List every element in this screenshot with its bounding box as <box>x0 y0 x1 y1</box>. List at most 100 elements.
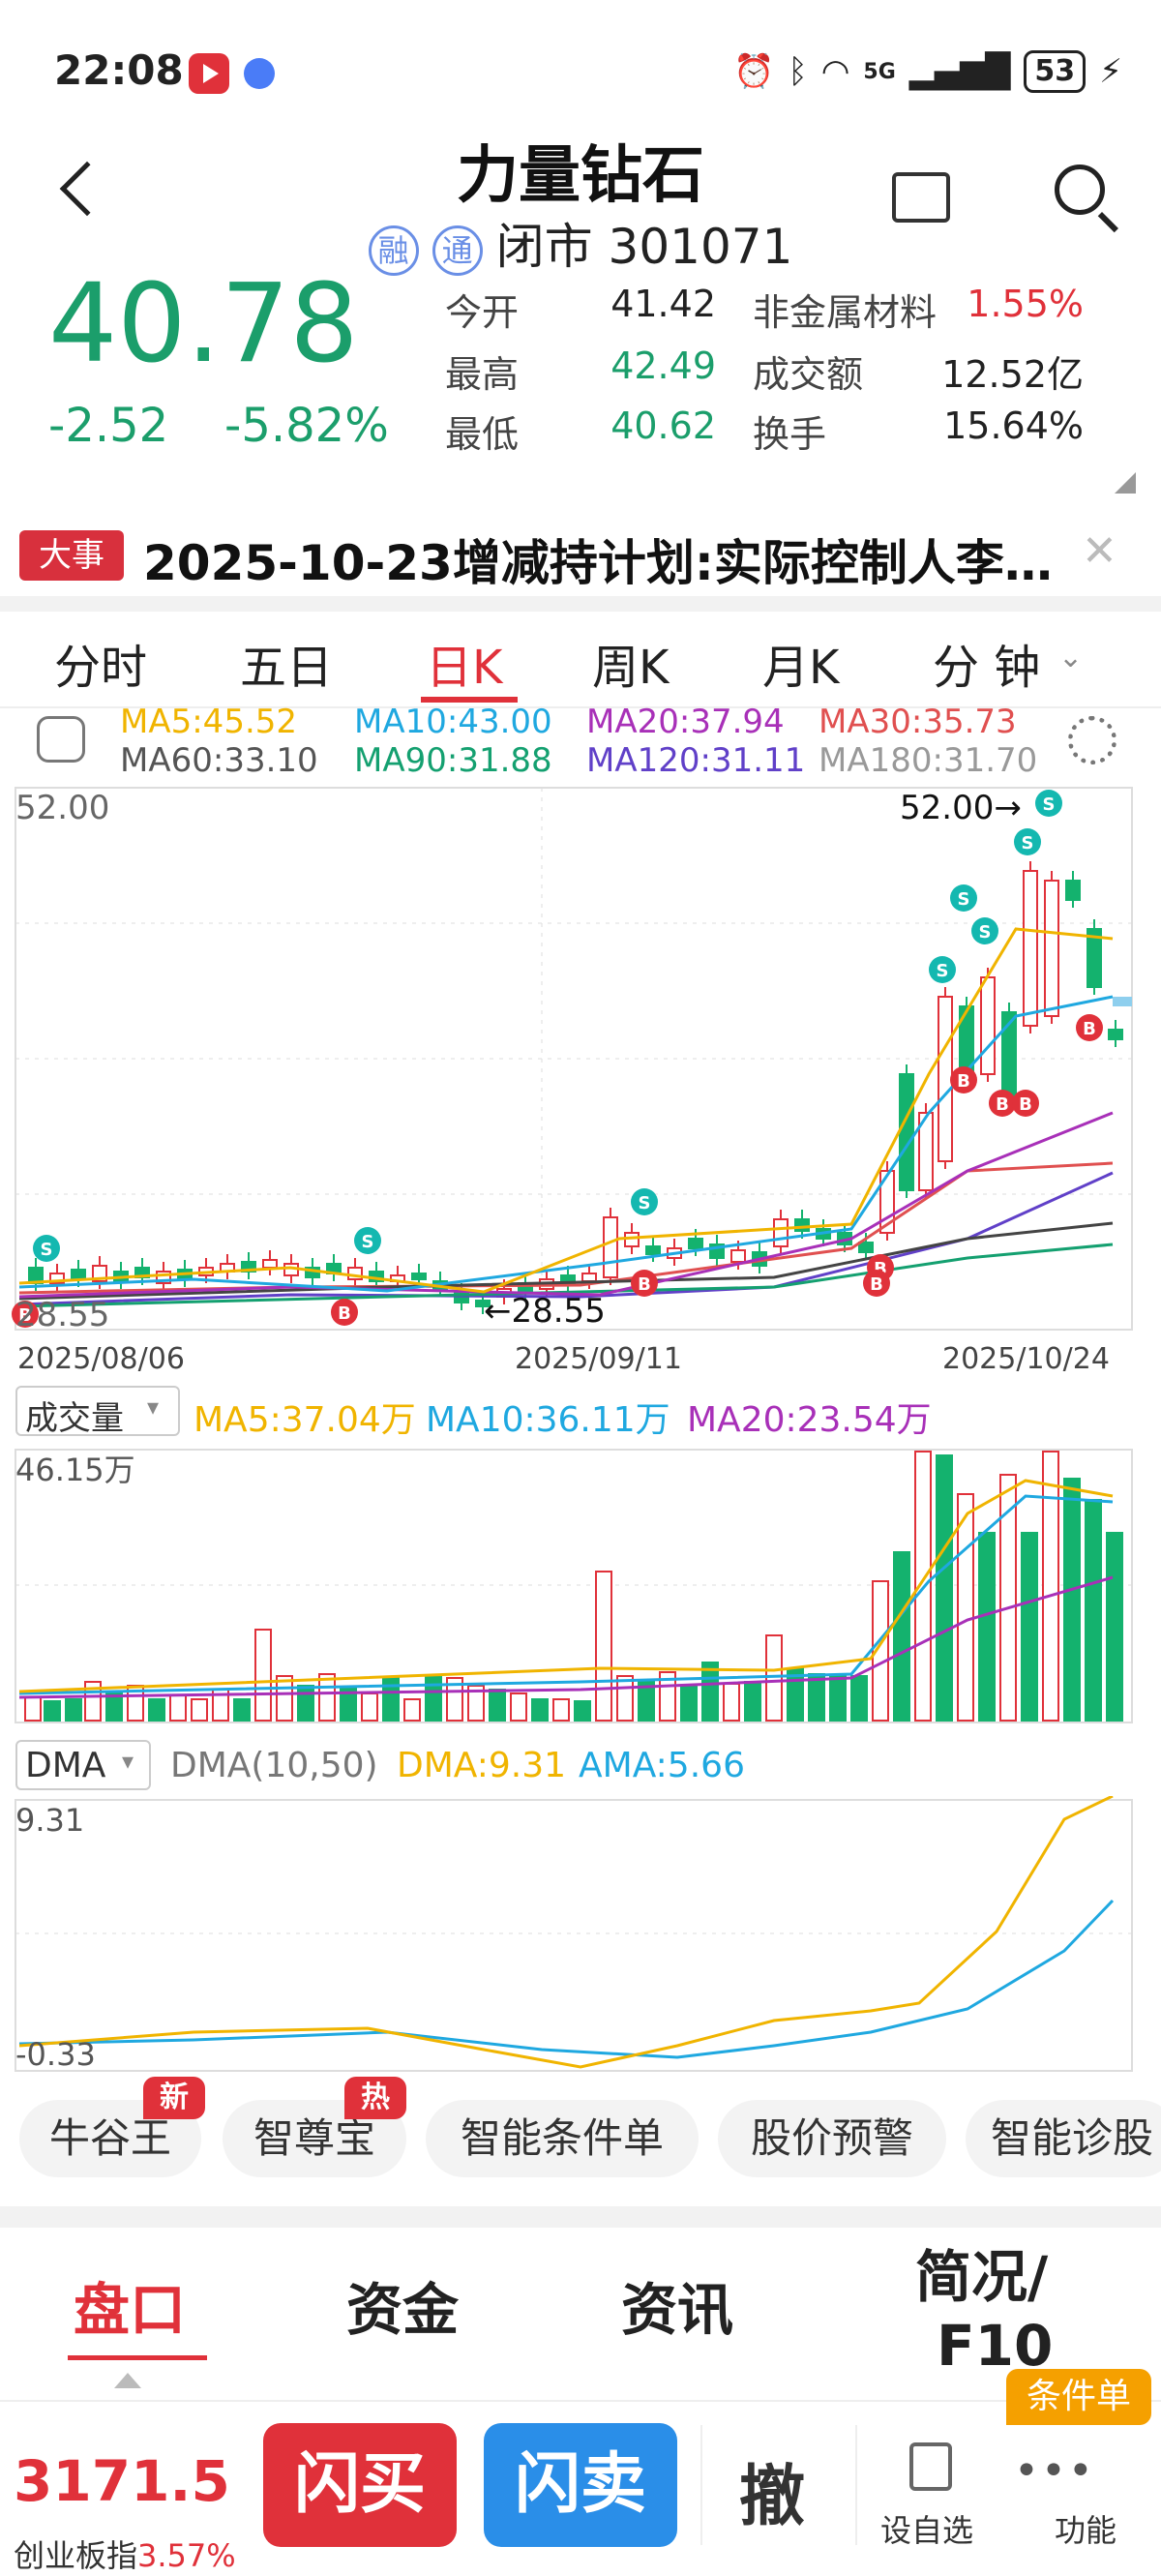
buy-signal-marker <box>331 1299 358 1326</box>
volume-bar <box>1021 1532 1038 1722</box>
candle-body <box>688 1238 703 1249</box>
database-icon[interactable] <box>37 716 85 763</box>
condition-order-badge[interactable]: 条件单 <box>1006 2369 1151 2425</box>
tab-order-book[interactable]: 盘口 <box>74 2277 187 2343</box>
more-label[interactable]: 功能 <box>1055 2512 1117 2549</box>
gear-icon[interactable] <box>1068 716 1116 764</box>
current-price-marker <box>1113 997 1132 1006</box>
connect-tag[interactable]: 通 <box>432 225 483 276</box>
volume-selector[interactable]: 成交量 ▾ <box>15 1386 180 1438</box>
volume-bar <box>44 1700 61 1722</box>
tab-intraday[interactable]: 分时 <box>54 641 148 695</box>
chevron-down-icon: ▾ <box>147 1393 160 1421</box>
volume-bar <box>829 1675 847 1722</box>
index-value[interactable]: 3171.5 <box>14 2448 230 2514</box>
signal-marker-letter: S <box>1022 833 1034 854</box>
candle-body <box>899 1073 914 1191</box>
flash-sell-button[interactable]: 闪卖 <box>484 2423 677 2547</box>
stock-code: 301071 <box>608 219 793 275</box>
volume-bar <box>893 1551 910 1722</box>
tab-profile[interactable]: 简况/ <box>915 2244 1049 2310</box>
share-icon[interactable] <box>892 172 950 223</box>
news-banner[interactable]: 大事 2025-10-23增减持计划:实际控制人李… ✕ <box>0 513 1161 594</box>
stock-subtitle: 融通闭市 301071 <box>0 208 1161 278</box>
volume-bar <box>446 1677 463 1722</box>
candle-body <box>918 1112 934 1191</box>
volume-bar <box>936 1454 953 1722</box>
add-watchlist-icon[interactable] <box>909 2442 952 2491</box>
tab-five-day[interactable]: 五日 <box>240 641 334 695</box>
indicator-selector[interactable]: DMA ▾ <box>15 1740 151 1790</box>
ma120-label: MA120:31.11 <box>586 741 806 780</box>
video-app-icon <box>189 53 229 94</box>
volume-bar <box>233 1698 251 1722</box>
tab-monthly-k[interactable]: 月K <box>762 641 840 695</box>
tab-daily-k[interactable]: 日K <box>426 641 503 695</box>
tab-capital[interactable]: 资金 <box>346 2277 460 2343</box>
candle-body <box>794 1218 810 1232</box>
signal-marker-letter: S <box>937 961 949 981</box>
buy-signal-marker <box>863 1270 890 1297</box>
period-tabs: 分时 五日 日K 周K 月K 分 钟 ⌄ <box>0 619 1161 706</box>
margin-tag[interactable]: 融 <box>368 225 419 276</box>
volume-bar <box>489 1689 506 1722</box>
volume-bar <box>531 1698 549 1722</box>
sector-label[interactable]: 非金属材料 <box>753 291 938 334</box>
candle-body <box>938 996 953 1162</box>
add-watchlist-label[interactable]: 设自选 <box>880 2512 974 2549</box>
volume-bar <box>850 1675 868 1722</box>
ma20-label: MA20:37.94 <box>586 703 785 741</box>
stock-name: 力量钻石 <box>457 140 704 212</box>
signal-marker-letter: B <box>338 1303 351 1324</box>
volume-bar <box>957 1493 974 1722</box>
volume-bar <box>552 1698 570 1722</box>
signal-marker-letter: B <box>1019 1094 1032 1115</box>
volume-bar <box>680 1685 698 1722</box>
expand-corner-icon[interactable] <box>1115 472 1136 494</box>
volume-chart[interactable]: 46.15万 <box>0 1446 1161 1726</box>
news-text[interactable]: 2025-10-23增减持计划:实际控制人李… <box>143 535 1053 591</box>
volume-bar <box>510 1692 527 1722</box>
turnover-label: 换手 <box>753 413 827 456</box>
status-bar: 22:08 ⏰ ᛒ ◠ 5G ▂▄▆█ 53 ⚡ <box>0 0 1161 145</box>
volume-bar <box>765 1634 783 1722</box>
index-name-text: 创业板指 <box>14 2537 138 2574</box>
dma-line <box>18 1796 1114 2069</box>
buy-signal-marker <box>12 1301 39 1328</box>
sector-pct[interactable]: 1.55% <box>967 283 1084 325</box>
volume-bar <box>999 1474 1017 1722</box>
chip-smart-diagnosis[interactable]: 智能诊股 <box>966 2100 1161 2177</box>
more-icon[interactable]: ••• <box>1014 2446 1095 2496</box>
signal-marker-letter: B <box>957 1071 970 1092</box>
candle-body <box>454 1292 469 1303</box>
ma180-label: MA180:31.70 <box>819 741 1038 780</box>
tab-news[interactable]: 资讯 <box>621 2277 734 2343</box>
flash-buy-button[interactable]: 闪买 <box>263 2423 457 2547</box>
candle-body <box>1108 1029 1123 1040</box>
tab-f10[interactable]: F10 <box>937 2313 1054 2379</box>
indicator-selector-label: DMA <box>25 1746 106 1785</box>
buy-signal-marker <box>950 1066 977 1093</box>
volume-bar <box>191 1698 208 1722</box>
search-icon[interactable] <box>1055 165 1105 215</box>
index-name[interactable]: 创业板指3.57% <box>14 2531 236 2576</box>
vol-ma5-line <box>18 1479 1114 1693</box>
close-icon[interactable]: ✕ <box>1082 526 1117 576</box>
chip-smart-condition-order[interactable]: 智能条件单 <box>426 2100 699 2177</box>
candle-body <box>411 1273 427 1280</box>
tab-weekly-k[interactable]: 周K <box>592 641 670 695</box>
tab-minute[interactable]: 分 钟 <box>933 641 1041 695</box>
chevron-up-icon[interactable] <box>114 2373 141 2388</box>
dma-max-label: 9.31 <box>15 1802 84 1839</box>
cancel-order-button[interactable]: 撤 <box>739 2459 806 2535</box>
chip-price-alert[interactable]: 股价预警 <box>718 2100 946 2177</box>
buy-signal-marker <box>1012 1090 1039 1117</box>
signal-marker-letter: S <box>958 889 970 910</box>
candle-body <box>730 1249 746 1263</box>
chevron-down-icon[interactable]: ⌄ <box>1058 641 1084 674</box>
dma-chart[interactable]: 9.31 -0.33 <box>0 1796 1161 2077</box>
sell-signal-marker <box>1035 790 1062 817</box>
candle-body <box>1065 880 1081 901</box>
volume-bar <box>1063 1478 1081 1722</box>
